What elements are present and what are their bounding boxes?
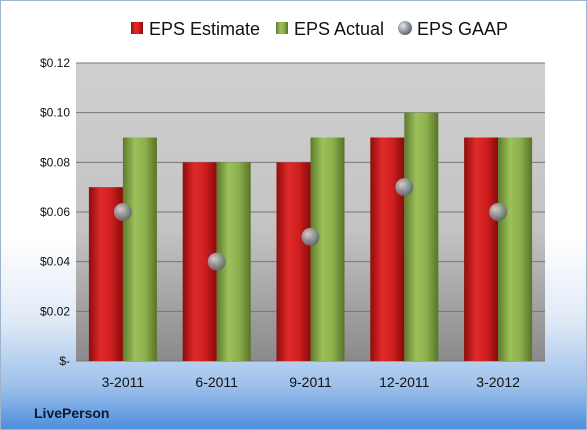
y-tick-label: $0.08 bbox=[40, 155, 70, 169]
bar-eps-actual bbox=[404, 112, 439, 362]
company-label: LivePerson bbox=[34, 405, 109, 421]
bar-eps-estimate bbox=[370, 137, 405, 361]
x-tick-label: 9-2011 bbox=[289, 374, 332, 390]
y-tick-label: $0.06 bbox=[40, 205, 70, 219]
x-tick-label: 3-2011 bbox=[102, 374, 145, 390]
legend-label-estimate: EPS Estimate bbox=[149, 19, 260, 39]
bar-eps-estimate bbox=[464, 137, 499, 361]
marker-eps-gaap bbox=[207, 252, 226, 271]
y-tick-label: $0.12 bbox=[40, 56, 70, 70]
marker-eps-gaap bbox=[395, 178, 414, 197]
marker-eps-gaap bbox=[113, 203, 132, 221]
bars bbox=[88, 112, 533, 362]
legend: EPS Estimate EPS Actual EPS GAAP bbox=[131, 19, 508, 39]
y-tick-label: $0.02 bbox=[40, 304, 70, 318]
y-tick-label: $0.04 bbox=[40, 255, 70, 269]
x-tick-label: 6-2011 bbox=[195, 374, 238, 390]
bar-eps-estimate bbox=[276, 162, 311, 361]
bar-eps-actual bbox=[122, 137, 157, 361]
legend-swatch-estimate bbox=[131, 22, 143, 34]
gaap-markers bbox=[113, 178, 508, 271]
bar-eps-actual bbox=[310, 137, 345, 361]
x-tick-label: 3-2012 bbox=[476, 374, 520, 390]
y-axis-tick-labels: $- $0.02 $0.04 $0.06 $0.08 $0.10 $0.12 bbox=[40, 56, 70, 368]
y-tick-label: $- bbox=[59, 354, 70, 368]
legend-swatch-actual bbox=[276, 22, 288, 34]
x-tick-label: 12-2011 bbox=[379, 374, 430, 390]
marker-eps-gaap bbox=[489, 203, 508, 221]
marker-eps-gaap bbox=[301, 227, 320, 246]
legend-label-actual: EPS Actual bbox=[294, 19, 384, 39]
x-axis-tick-labels: 3-2011 6-2011 9-2011 12-2011 3-2012 bbox=[102, 374, 520, 390]
y-tick-label: $0.10 bbox=[40, 106, 70, 120]
legend-marker-gaap bbox=[398, 21, 412, 35]
legend-label-gaap: EPS GAAP bbox=[417, 19, 508, 39]
bar-eps-actual bbox=[498, 137, 533, 361]
